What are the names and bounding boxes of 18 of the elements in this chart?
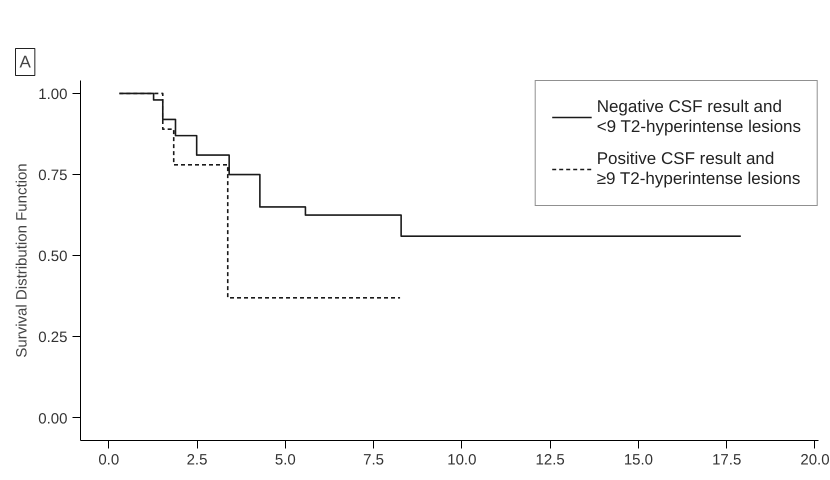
y-tick-label: 1.00: [38, 86, 68, 103]
x-tick-label: 5.0: [274, 452, 296, 468]
legend-label: Positive CSF result and ≥9 T2-hyperintense lesions: [596, 149, 800, 189]
x-tick-label: 2.5: [186, 452, 208, 468]
legend-label: Negative CSF result and <9 T2-hyperintense lesions: [596, 97, 801, 137]
x-tick-label: 10.0: [447, 452, 476, 468]
x-tick-label: 12.5: [536, 452, 565, 468]
y-tick-label: 0.50: [38, 248, 68, 266]
x-tick-label: 15.0: [624, 452, 654, 468]
x-tick-label: 0.0: [98, 452, 120, 468]
y-tick-label: 0.00: [38, 410, 68, 428]
x-tick-label: 20.0: [800, 452, 830, 468]
y-axis-title: Survival Distribution Function: [13, 163, 30, 358]
text: A: [20, 52, 32, 72]
y-tick-label: 0.25: [38, 329, 68, 346]
x-tick-label: 7.5: [363, 452, 384, 468]
x-tick-label: 17.5: [712, 452, 742, 468]
y-tick-label: 0.75: [38, 167, 68, 184]
